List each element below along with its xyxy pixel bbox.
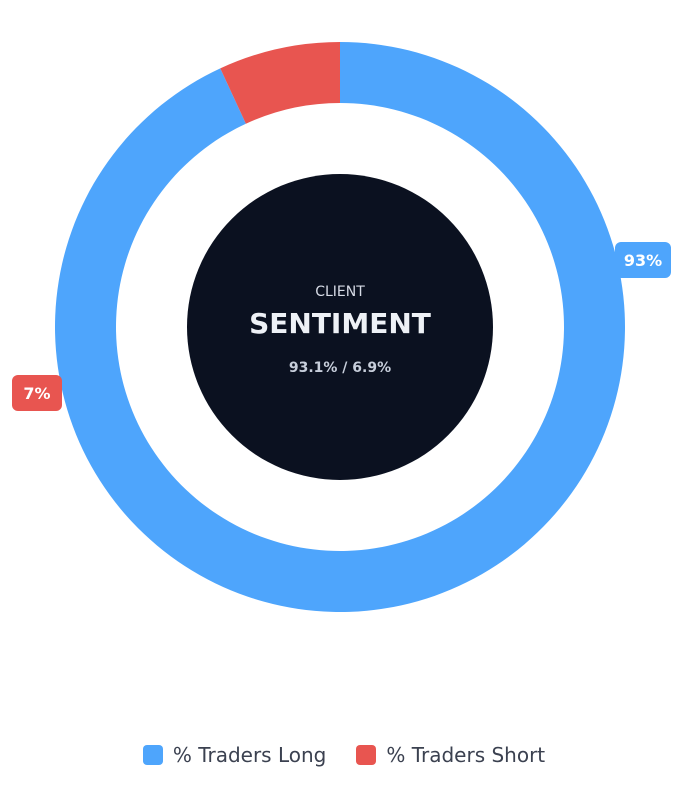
legend: % Traders Long % Traders Short [0, 740, 688, 770]
legend-item-short[interactable]: % Traders Short [356, 743, 545, 767]
legend-swatch-long [142, 745, 163, 765]
legend-label-short: % Traders Short [386, 743, 546, 767]
center-disc [187, 174, 493, 480]
sentiment-donut-chart: CLIENT SENTIMENT 93.1% / 6.9% 93% 7% [12, 42, 671, 612]
data-label-slice-long: 93% [615, 242, 671, 278]
data-label-badge [12, 375, 62, 411]
center-ratio: 93.1% / 6.9% [289, 360, 391, 376]
data-label-text: 7% [23, 384, 50, 403]
data-label-text: 93% [624, 251, 662, 270]
legend-swatch-short [356, 745, 377, 765]
data-label-slice-short: 7% [12, 375, 62, 411]
center-kicker: CLIENT [315, 284, 365, 300]
donut-slices [54, 42, 626, 612]
legend-item-long[interactable]: % Traders Long [142, 743, 327, 767]
slice-data-labels: 93% 7% [12, 242, 671, 411]
center-title: SENTIMENT [249, 307, 431, 340]
data-label-badge [615, 242, 671, 278]
legend-label-long: % Traders Long [172, 743, 327, 767]
slice-short[interactable] [220, 42, 340, 124]
